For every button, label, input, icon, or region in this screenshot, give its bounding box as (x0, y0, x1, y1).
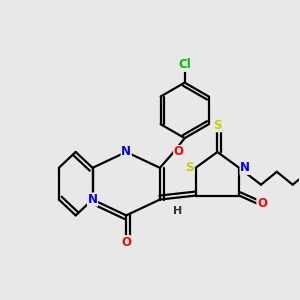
Text: Cl: Cl (178, 58, 191, 71)
Text: O: O (174, 146, 184, 158)
Text: N: N (240, 161, 250, 174)
Text: O: O (257, 197, 267, 210)
Text: S: S (213, 119, 222, 132)
Text: N: N (88, 193, 98, 206)
Text: H: H (173, 206, 182, 216)
Text: S: S (185, 161, 194, 174)
Text: O: O (121, 236, 131, 249)
Text: N: N (121, 146, 131, 158)
